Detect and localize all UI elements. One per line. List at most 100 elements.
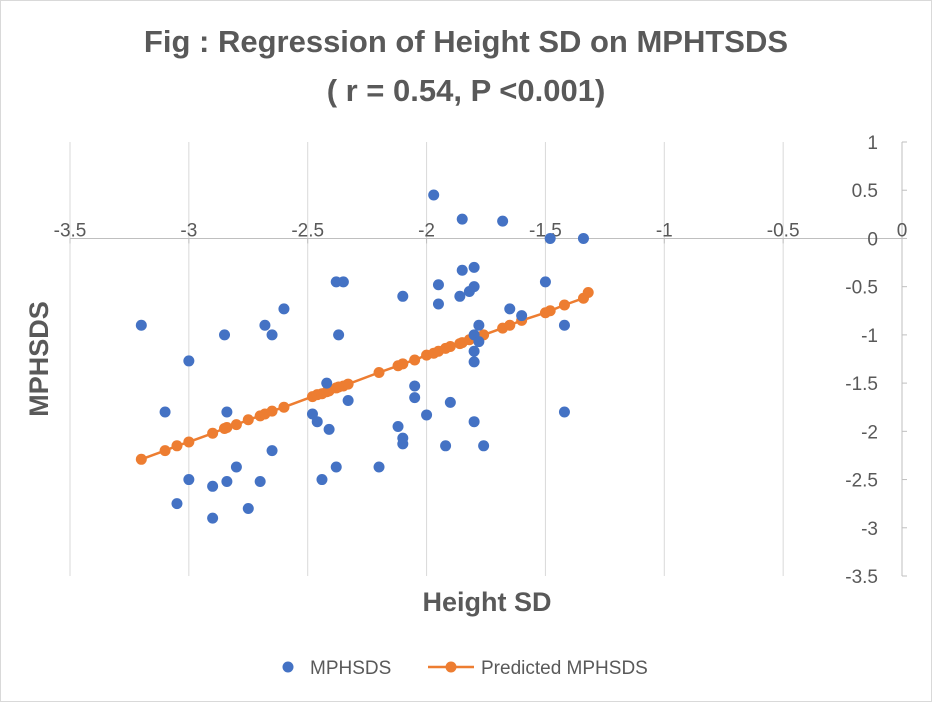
data-point [473, 319, 485, 331]
data-point [135, 319, 147, 331]
x-tick-label: -2.5 [291, 220, 324, 241]
legend-label-mphsds: MPHSDS [310, 658, 391, 679]
data-point [278, 303, 290, 315]
data-point [221, 406, 233, 418]
data-point [242, 502, 254, 514]
y-tick-label: 1 [867, 133, 878, 154]
data-point [432, 279, 444, 291]
data-point [337, 276, 349, 288]
data-point [219, 329, 231, 341]
data-point [266, 445, 278, 457]
data-point [333, 329, 345, 341]
data-point [454, 290, 466, 302]
data-point [311, 416, 323, 428]
data-point [397, 290, 409, 302]
data-point [468, 416, 480, 428]
predicted-point [342, 378, 354, 390]
data-point [428, 189, 440, 201]
predicted-point [582, 286, 594, 298]
legend-marker-mphsds [282, 661, 294, 673]
data-point [330, 461, 342, 473]
predicted-point [444, 340, 456, 352]
y-tick-label: -1 [861, 326, 878, 347]
legend: MPHSDS Predicted MPHSDS [282, 658, 648, 679]
y-tick-label: 0 [867, 229, 878, 250]
data-point [432, 298, 444, 310]
data-point [183, 355, 195, 367]
data-point [468, 345, 480, 357]
data-point [230, 461, 242, 473]
data-point [321, 377, 333, 389]
data-point [221, 475, 233, 487]
data-point [497, 215, 509, 227]
data-point [183, 474, 195, 486]
data-point [259, 319, 271, 331]
predicted-point [278, 401, 290, 413]
predicted-point [397, 358, 409, 370]
y-tick-label: -0.5 [845, 278, 878, 299]
data-point [207, 512, 219, 524]
data-point [397, 438, 409, 450]
data-point [254, 475, 266, 487]
predicted-point [135, 453, 147, 465]
data-point [544, 232, 556, 244]
data-points-group [135, 189, 589, 524]
predicted-point [159, 445, 171, 457]
data-point [316, 474, 328, 486]
predicted-point [544, 305, 556, 317]
y-axis-title: MPHSDS [24, 301, 54, 417]
data-point [478, 440, 490, 452]
data-point [444, 396, 456, 408]
data-point [558, 319, 570, 331]
predicted-point [373, 367, 385, 379]
data-point [468, 356, 480, 368]
data-point [373, 461, 385, 473]
y-tick-label: -3.5 [845, 567, 878, 588]
predicted-point [242, 414, 254, 426]
predicted-point [171, 440, 183, 452]
data-point [473, 336, 485, 348]
predicted-point [504, 319, 516, 331]
predicted-point [409, 354, 421, 366]
data-point [468, 281, 480, 293]
predicted-point [207, 427, 219, 439]
y-tick-label: 0.5 [852, 181, 878, 202]
data-point [539, 276, 551, 288]
legend-marker-predicted [445, 661, 457, 673]
x-axis-title: Height SD [422, 587, 551, 617]
predicted-point [266, 405, 278, 417]
y-tick-label: -2.5 [845, 471, 878, 492]
data-point [516, 310, 528, 322]
predicted-point [230, 419, 242, 431]
data-point [266, 329, 278, 341]
x-tick-label: -3.5 [54, 220, 87, 241]
axes [69, 141, 907, 577]
y-tick-label: -3 [861, 519, 878, 540]
data-point [207, 480, 219, 492]
data-point [421, 409, 433, 421]
predicted-point [221, 421, 233, 433]
y-tick-label: -1.5 [845, 374, 878, 395]
data-point [342, 394, 354, 406]
data-point [409, 380, 421, 392]
chart-title-line2: ( r = 0.54, P <0.001) [326, 73, 606, 108]
data-point [504, 303, 516, 315]
tick-labels: -3.5 -3 -2.5 -2 -1.5 -1 -0.5 010.50-0.5-1-1.5-2… [54, 133, 908, 588]
y-tick-label: -2 [861, 422, 878, 443]
x-tick-label: -1 [656, 220, 673, 241]
regression-line-group [135, 286, 594, 465]
data-point [392, 421, 404, 433]
predicted-point [183, 436, 195, 448]
data-point [456, 213, 468, 225]
data-point [171, 498, 183, 510]
data-point [323, 423, 335, 435]
data-point [577, 232, 589, 244]
data-point [468, 261, 480, 273]
predicted-point [558, 299, 570, 311]
chart-title-line1: Fig : Regression of Height SD on MPHTSDS [143, 24, 789, 59]
x-tick-label: -2 [418, 220, 435, 241]
data-point [409, 392, 421, 404]
data-point [558, 406, 570, 418]
